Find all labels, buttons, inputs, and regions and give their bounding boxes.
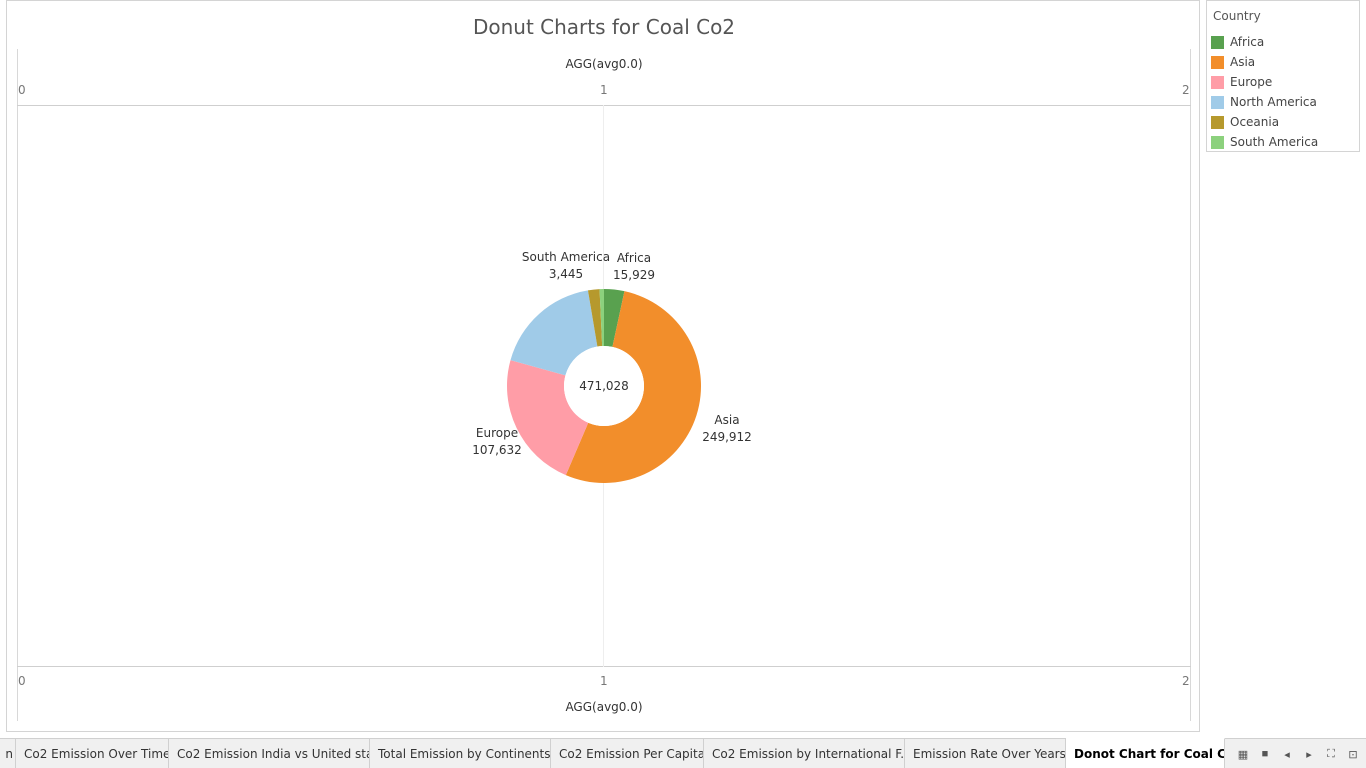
slice-label-value: 3,445 [549,267,583,281]
worksheet-view: Donut Charts for Coal Co2 AGG(avg0.0) 0 … [6,0,1200,732]
plot-area[interactable] [17,105,1191,667]
sheet-tab[interactable]: Total Emission by Continents [370,739,551,768]
donut-hole [564,346,644,426]
donut-slice-north-america[interactable] [510,290,598,376]
donut-center-total: 471,028 [579,379,629,393]
slice-label-value: 15,929 [613,268,655,282]
sheet-tab[interactable]: Co2 Emission India vs United sta... [169,739,370,768]
donut-chart: 471,028 Africa 15,929 Asia 249,912 Europe 107,… [472,250,752,484]
slice-label-value: 107,632 [472,443,522,457]
legend-label: Africa [1230,35,1265,49]
legend-swatch [1211,35,1224,49]
slice-label-south-america: South America 3,445 [522,250,610,281]
legend-label: South America [1230,135,1319,149]
slice-label-name: Asia [714,413,739,427]
show-filmstrip-icon[interactable]: ■ [1261,748,1269,760]
slice-label-name: Africa [617,251,651,265]
legend-item-africa[interactable]: Africa [1211,33,1359,51]
legend-title: Country [1213,9,1261,23]
legend-item-south-america[interactable]: South America [1211,133,1359,151]
sheet-tab[interactable]: Co2 Emission Per Capita [551,739,704,768]
slice-label-name: South America [522,250,610,264]
donut-slice-oceania[interactable] [587,289,603,347]
legend-item-europe[interactable]: Europe [1211,73,1359,91]
top-axis-tick-1: 1 [600,83,608,97]
presentation-mode-icon[interactable]: ⊡ [1348,748,1358,761]
top-axis-title: AGG(avg0.0) [565,57,643,71]
fullscreen-icon[interactable]: ⛶ [1327,747,1335,760]
tab-controls: ▦ ■ ◂ ▸ ⛶ ⊡ [1236,739,1360,768]
slice-label-value: 249,912 [702,430,752,444]
legend-item-asia[interactable]: Asia [1211,53,1359,71]
donut-slice-africa[interactable] [604,289,625,347]
color-legend: Country Africa Asia Europe North America Oce… [1206,0,1360,152]
donut-slice-south-america[interactable] [599,289,604,347]
legend-label: Oceania [1230,115,1280,129]
slice-label-asia: Asia 249,912 [702,413,752,444]
bottom-axis-title: AGG(avg0.0) [565,700,643,714]
legend-label: Europe [1230,75,1273,89]
legend-swatch [1211,55,1224,69]
sheet-tab[interactable]: Co2 Emission by International F... [704,739,905,768]
donut-slice-europe[interactable] [507,360,589,476]
top-axis-tick-2: 2 [1182,83,1190,97]
legend-swatch [1211,135,1224,149]
legend-item-oceania[interactable]: Oceania [1211,113,1359,131]
bottom-axis-tick-1: 1 [600,674,608,688]
bottom-axis-tick-2: 2 [1182,674,1190,688]
sheet-tab[interactable]: Co2 Emission Over Time [16,739,169,768]
sheet-tab[interactable]: Emission Rate Over Years [905,739,1066,768]
plot-right-border [1190,49,1191,721]
legend-label: North America [1230,95,1317,109]
next-sheet-icon[interactable]: ▸ [1306,748,1312,761]
previous-sheet-icon[interactable]: ◂ [1284,748,1290,761]
legend-swatch [1211,95,1224,109]
donut-slice-asia[interactable] [565,291,702,484]
bottom-axis-tick-0: 0 [18,674,26,688]
slice-label-europe: Europe 107,632 [472,426,522,457]
plot-left-border [17,49,18,721]
show-sheet-sorter-icon[interactable]: ▦ [1237,748,1249,761]
legend-label: Asia [1230,55,1256,69]
slice-label-africa: Africa 15,929 [613,251,655,282]
sheet-tab[interactable]: Donot Chart for Coal Co2 [1066,738,1225,768]
top-axis-tick-0: 0 [18,83,26,97]
sheet-tab[interactable]: n [0,739,16,768]
legend-swatch [1211,115,1224,129]
slice-label-name: Europe [476,426,518,440]
sheet-tab-bar: n Co2 Emission Over Time Co2 Emission Indi… [0,738,1366,768]
chart-title: Donut Charts for Coal Co2 [472,15,736,39]
legend-item-north-america[interactable]: North America [1211,93,1359,111]
legend-swatch [1211,75,1224,89]
